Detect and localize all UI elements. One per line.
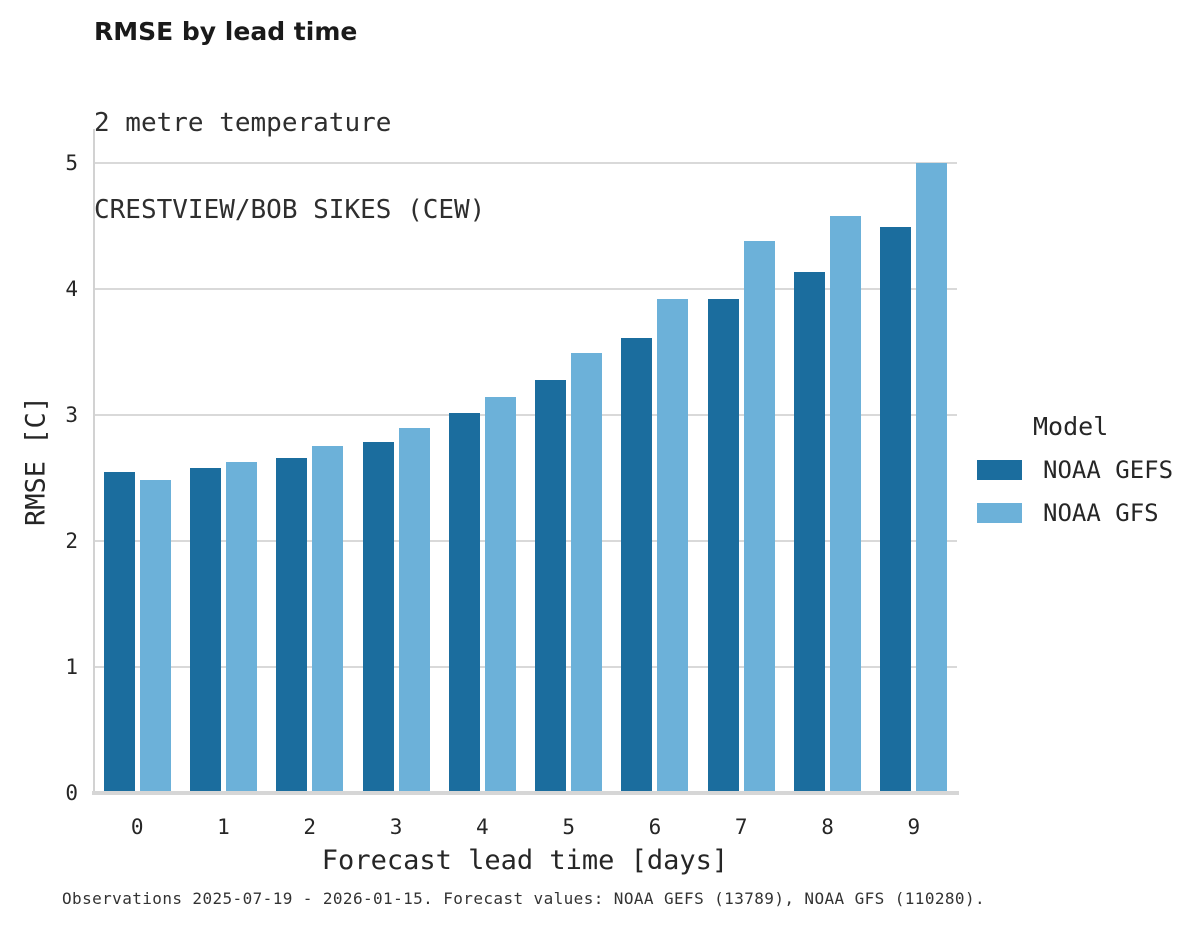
bar-group-day-3 xyxy=(353,130,439,791)
legend-entries: NOAA GEFS NOAA GFS xyxy=(977,456,1192,527)
gridline-y-3 xyxy=(94,414,957,416)
caption: Observations 2025-07-19 - 2026-01-15. Fo… xyxy=(62,889,986,908)
y-tick-label-0: 0 xyxy=(65,781,78,805)
gridline-y-5 xyxy=(94,162,957,164)
gridline-y-1 xyxy=(94,666,957,668)
bar-noaa-gfs-day-6 xyxy=(657,299,689,791)
bar-noaa-gfs-day-2 xyxy=(312,446,344,791)
x-tick-label-8: 8 xyxy=(821,815,834,839)
bar-group-day-6 xyxy=(612,130,698,791)
bar-group-day-0 xyxy=(94,130,180,791)
y-axis-spine xyxy=(93,129,95,793)
bar-noaa-gefs-day-3 xyxy=(362,442,394,791)
bar-group-day-4 xyxy=(439,130,525,791)
bar-noaa-gfs-day-3 xyxy=(398,428,430,791)
x-tick-label-9: 9 xyxy=(907,815,921,839)
legend: Model NOAA GEFS NOAA GFS xyxy=(977,412,1192,527)
x-tick-label-4: 4 xyxy=(476,815,489,839)
x-tick-label-3: 3 xyxy=(389,815,403,839)
subtitle-parameter: 2 metre temperature xyxy=(94,108,392,138)
gridline-y-2 xyxy=(94,540,957,542)
bar-noaa-gefs-day-9 xyxy=(880,227,912,791)
subtitle-station: CRESTVIEW/BOB SIKES (CEW) xyxy=(94,195,486,225)
bar-noaa-gfs-day-5 xyxy=(571,353,603,791)
bar-group-day-2 xyxy=(267,130,353,791)
bar-group-day-7 xyxy=(698,130,784,791)
chart-subtitle: 2 metre temperature CRESTVIEW/BOB SIKES … xyxy=(94,51,485,283)
x-tick-label-5: 5 xyxy=(562,815,575,839)
bar-noaa-gefs-day-2 xyxy=(276,458,308,791)
y-tick-label-5: 5 xyxy=(65,151,78,175)
bar-noaa-gfs-day-1 xyxy=(225,462,257,791)
bar-noaa-gfs-day-9 xyxy=(916,163,948,791)
bar-noaa-gfs-day-4 xyxy=(484,397,516,791)
y-tick-label-2: 2 xyxy=(65,529,78,553)
legend-entry-noaa-gefs: NOAA GEFS xyxy=(977,456,1192,484)
x-tick-label-7: 7 xyxy=(734,815,748,839)
y-tick-label-1: 1 xyxy=(65,655,78,679)
bar-noaa-gefs-day-6 xyxy=(621,338,653,791)
bar-noaa-gefs-day-1 xyxy=(189,468,221,791)
legend-label: NOAA GFS xyxy=(1043,499,1159,527)
bar-noaa-gfs-day-7 xyxy=(743,241,775,791)
legend-entry-noaa-gfs: NOAA GFS xyxy=(977,499,1192,527)
bar-noaa-gefs-day-0 xyxy=(103,472,135,791)
x-tick-label-1: 1 xyxy=(217,815,230,839)
legend-swatch-icon xyxy=(977,503,1022,523)
y-tick-label-3: 3 xyxy=(65,403,78,427)
x-axis-title: Forecast lead time [days] xyxy=(321,845,729,876)
legend-title: Model xyxy=(1033,412,1109,441)
x-tick-label-6: 6 xyxy=(648,815,662,839)
x-axis-spine xyxy=(92,791,959,795)
bar-noaa-gefs-day-7 xyxy=(707,299,739,791)
bar-group-day-1 xyxy=(180,130,266,791)
gridline-y-4 xyxy=(94,288,957,290)
chart-title: RMSE by lead time xyxy=(94,17,358,46)
x-tick-label-0: 0 xyxy=(130,815,144,839)
legend-label: NOAA GEFS xyxy=(1043,456,1174,484)
plot-area xyxy=(94,130,957,791)
bar-noaa-gefs-day-4 xyxy=(448,413,480,791)
bar-noaa-gefs-day-5 xyxy=(535,380,567,791)
bar-noaa-gfs-day-8 xyxy=(830,216,862,791)
bar-group-day-9 xyxy=(871,130,957,791)
bar-group-day-5 xyxy=(526,130,612,791)
bar-noaa-gfs-day-0 xyxy=(139,480,171,791)
bar-group-day-8 xyxy=(784,130,870,791)
x-tick-label-2: 2 xyxy=(303,815,317,839)
y-tick-label-4: 4 xyxy=(65,277,78,301)
bar-noaa-gefs-day-8 xyxy=(794,272,826,791)
legend-swatch-icon xyxy=(977,460,1022,480)
